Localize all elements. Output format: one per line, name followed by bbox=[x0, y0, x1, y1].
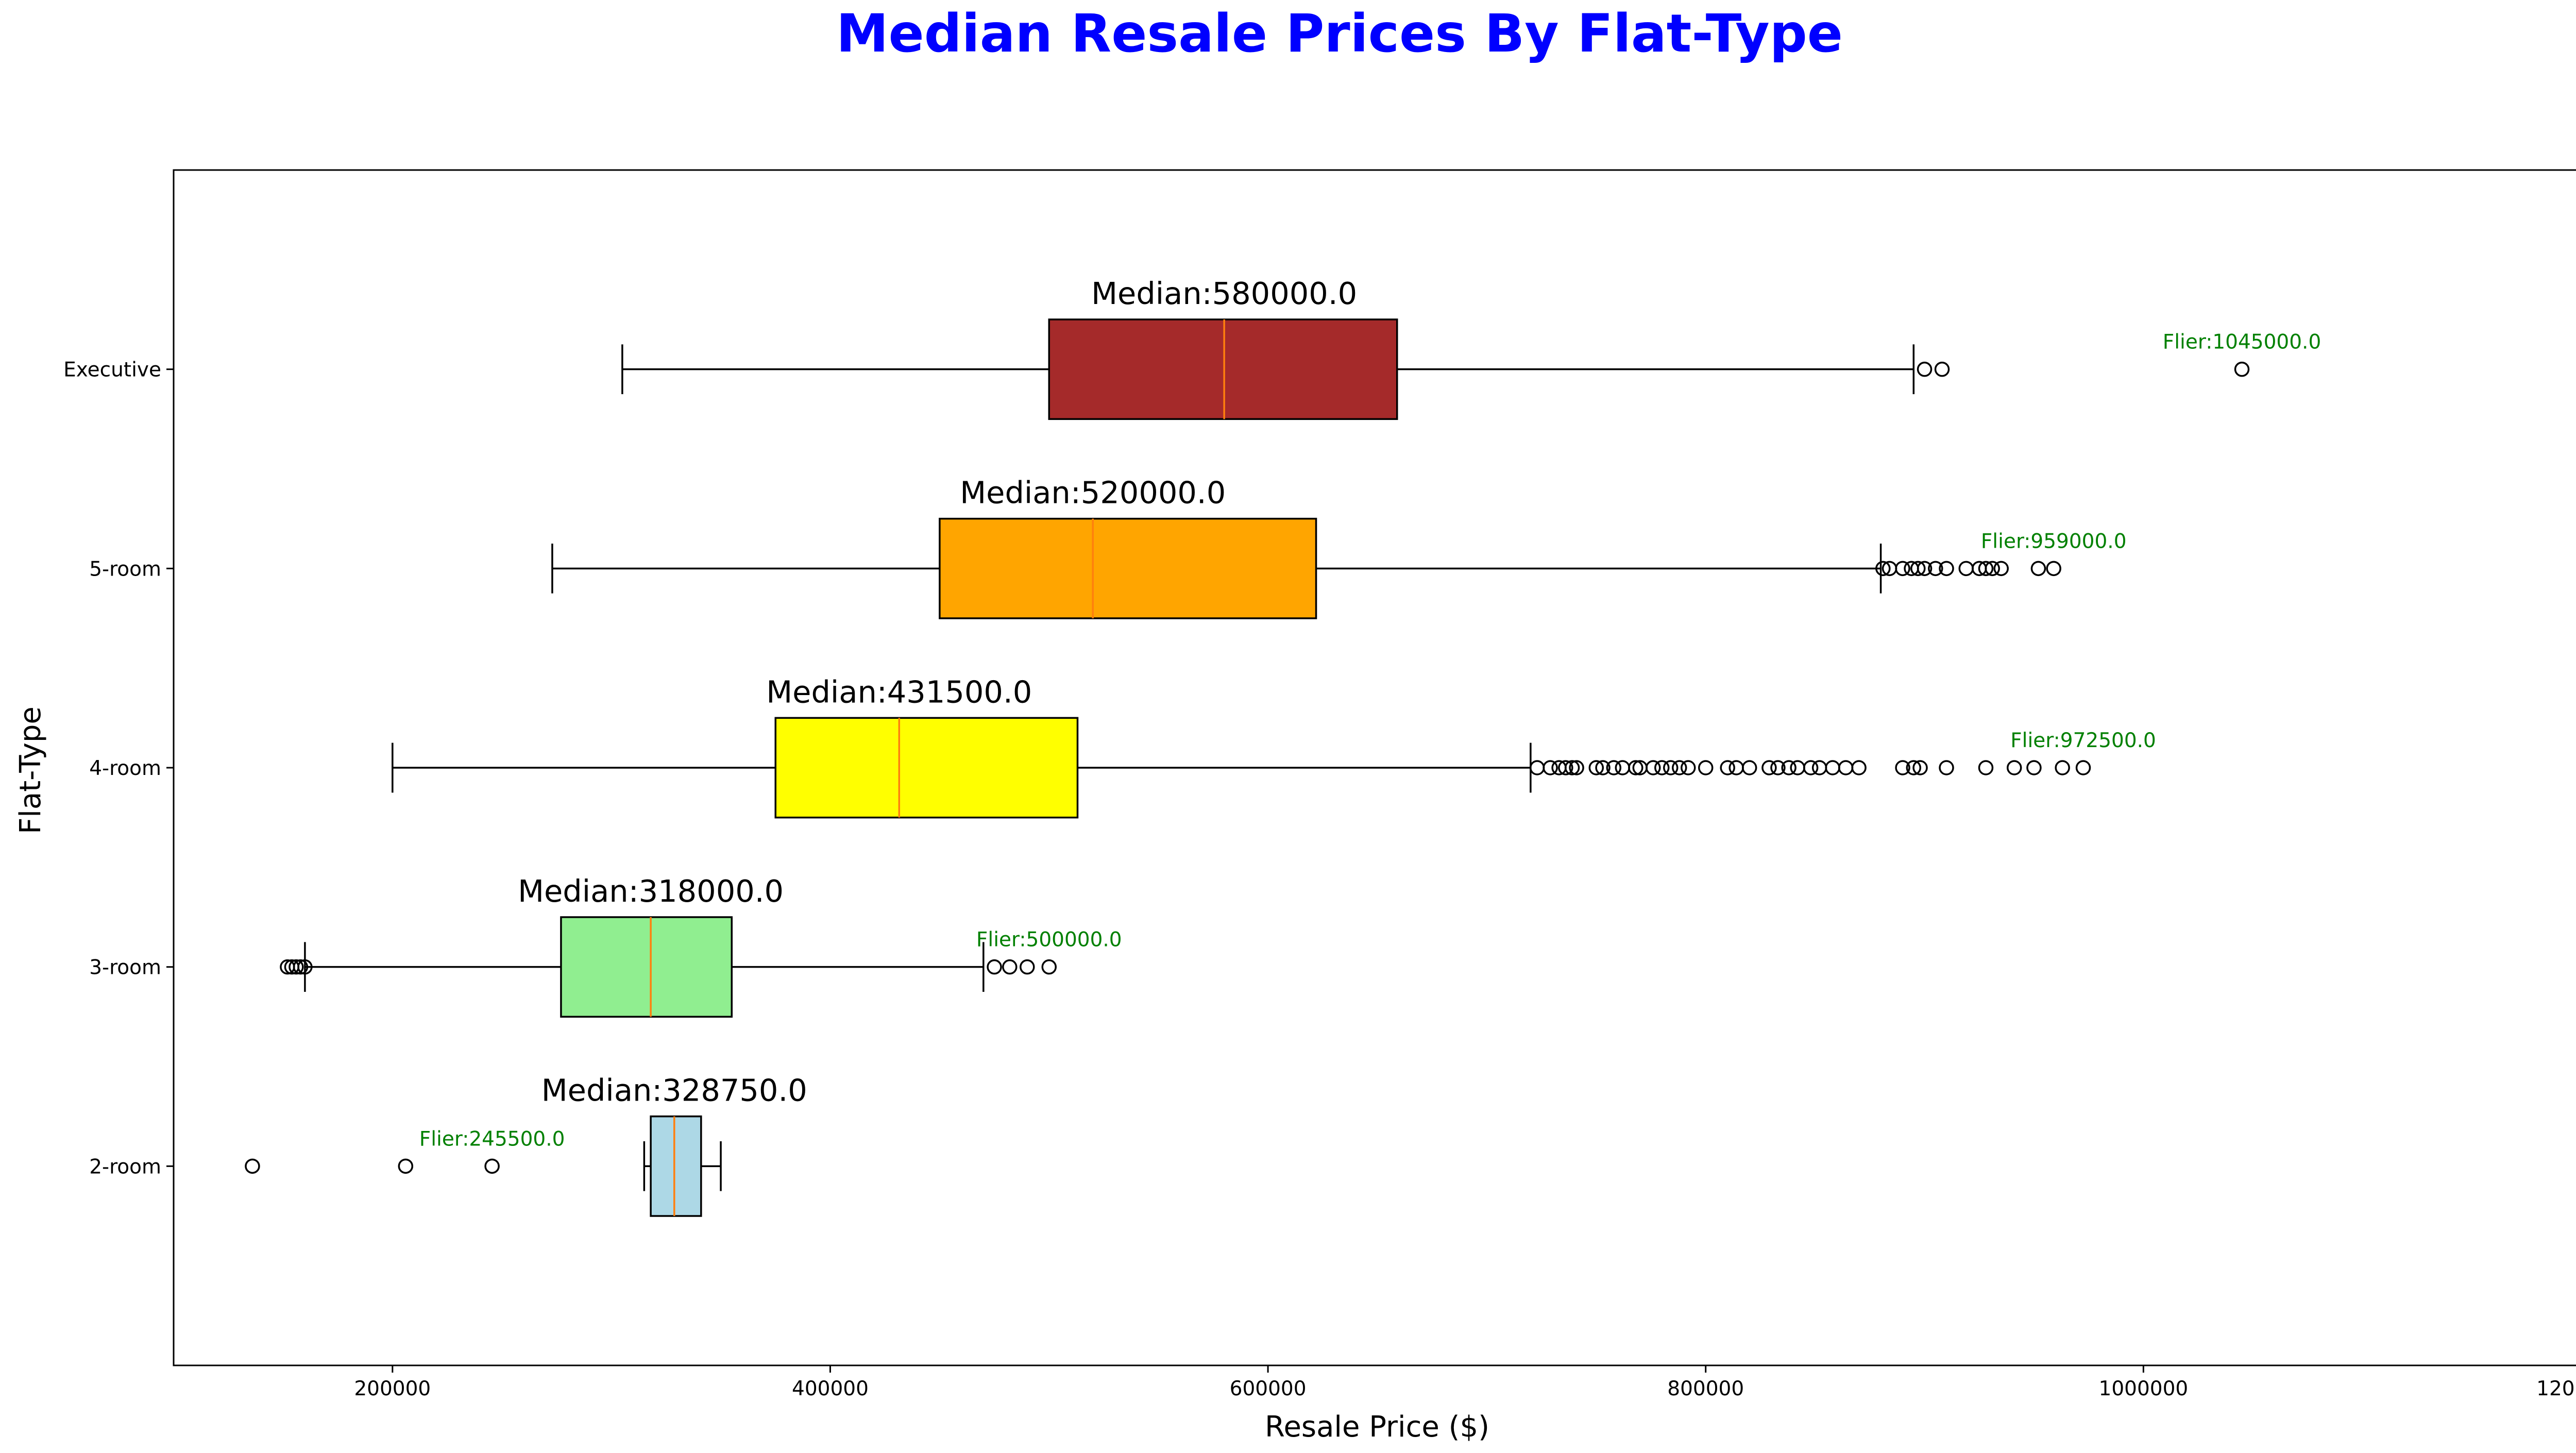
flier-point bbox=[1917, 361, 1933, 377]
flier-point bbox=[1803, 760, 1819, 775]
x-tick-label: 600000 bbox=[1230, 1377, 1307, 1400]
flier-point bbox=[1851, 760, 1867, 775]
flier-point bbox=[2026, 760, 2042, 775]
box-5-room bbox=[939, 517, 1317, 619]
flier-point bbox=[1680, 760, 1696, 775]
y-tick-label: 2-room bbox=[89, 1155, 161, 1178]
flier-point bbox=[1654, 760, 1670, 775]
chart-title: Median Resale Prices By Flat-Type bbox=[836, 3, 1843, 64]
box-4-room bbox=[774, 717, 1079, 819]
flier-point bbox=[297, 959, 313, 975]
median-annotation: Median:318000.0 bbox=[518, 873, 784, 909]
x-tick-label: 200000 bbox=[354, 1377, 431, 1400]
flier-point bbox=[1934, 361, 1950, 377]
flier-point bbox=[2046, 561, 2061, 577]
flier-point bbox=[2006, 760, 2022, 775]
flier-point bbox=[1781, 760, 1797, 775]
flier-point bbox=[1606, 760, 1622, 775]
flier-point bbox=[1912, 760, 1928, 775]
flier-point bbox=[1646, 760, 1661, 775]
flier-point bbox=[1595, 760, 1611, 775]
flier-point bbox=[1588, 760, 1604, 775]
flier-point bbox=[1939, 561, 1954, 577]
flier-point bbox=[289, 959, 304, 975]
flier-point bbox=[1906, 760, 1922, 775]
flier-point bbox=[1564, 760, 1580, 775]
flier-annotation: Flier:972500.0 bbox=[2010, 729, 2156, 752]
flier-point bbox=[398, 1158, 414, 1174]
flier-point bbox=[1628, 760, 1643, 775]
flier-annotation: Flier:959000.0 bbox=[1981, 530, 2127, 553]
flier-point bbox=[1917, 561, 1933, 577]
flier-point bbox=[1741, 760, 1757, 775]
flier-point bbox=[1978, 760, 1994, 775]
box-Executive bbox=[1048, 318, 1398, 420]
box-3-room bbox=[560, 916, 733, 1018]
y-axis-label: Flat-Type bbox=[14, 706, 47, 834]
flier-point bbox=[1993, 561, 2009, 577]
flier-point bbox=[293, 959, 309, 975]
flier-point bbox=[2030, 561, 2046, 577]
flier-annotation: Flier:500000.0 bbox=[976, 928, 1122, 952]
y-tick-label: 4-room bbox=[89, 757, 161, 780]
flier-point bbox=[245, 1158, 260, 1174]
flier-point bbox=[1895, 760, 1910, 775]
flier-point bbox=[1671, 760, 1687, 775]
flier-point bbox=[1543, 760, 1558, 775]
flier-point bbox=[2075, 760, 2091, 775]
flier-point bbox=[1985, 561, 2000, 577]
flier-point bbox=[1020, 959, 1035, 975]
flier-annotation: Flier:245500.0 bbox=[419, 1127, 565, 1151]
flier-point bbox=[1928, 561, 1943, 577]
x-tick-label: 800000 bbox=[1667, 1377, 1744, 1400]
x-axis-label: Resale Price ($) bbox=[1265, 1410, 1489, 1444]
flier-point bbox=[1895, 561, 1910, 577]
y-tick-label: 5-room bbox=[89, 557, 161, 581]
flier-point bbox=[1761, 760, 1777, 775]
flier-point bbox=[1875, 561, 1891, 577]
flier-point bbox=[1910, 561, 1926, 577]
flier-point bbox=[2234, 361, 2250, 377]
flier-point bbox=[1569, 760, 1584, 775]
box-2-room bbox=[650, 1115, 702, 1217]
median-annotation: Median:328750.0 bbox=[541, 1073, 807, 1108]
median-annotation: Median:520000.0 bbox=[960, 475, 1226, 511]
flier-point bbox=[1698, 760, 1714, 775]
flier-point bbox=[987, 959, 1002, 975]
flier-point bbox=[2055, 760, 2070, 775]
y-tick-label: 3-room bbox=[89, 956, 161, 979]
flier-annotation: Flier:1045000.0 bbox=[2163, 331, 2321, 354]
flier-point bbox=[1939, 760, 1954, 775]
median-annotation: Median:431500.0 bbox=[766, 674, 1032, 709]
flier-point bbox=[1720, 760, 1735, 775]
flier-point bbox=[1663, 760, 1679, 775]
x-tick-label: 400000 bbox=[792, 1377, 869, 1400]
x-tick-label: 1000000 bbox=[2099, 1377, 2189, 1400]
flier-point bbox=[484, 1158, 500, 1174]
flier-point bbox=[1002, 959, 1018, 975]
y-tick-label: Executive bbox=[63, 359, 161, 382]
median-annotation: Median:580000.0 bbox=[1091, 276, 1357, 311]
x-tick-label: 1200000 bbox=[2536, 1377, 2576, 1400]
flier-point bbox=[1558, 760, 1573, 775]
flier-point bbox=[1978, 561, 1994, 577]
plot-area: 200000 400000 600000 800000 1000000 1200000 2-… bbox=[63, 169, 2576, 1400]
flier-point bbox=[1041, 959, 1057, 975]
flier-point bbox=[1770, 760, 1786, 775]
